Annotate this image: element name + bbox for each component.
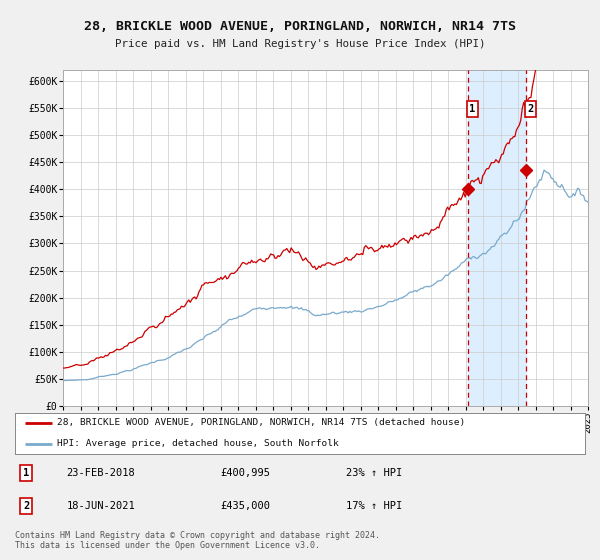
Text: 17% ↑ HPI: 17% ↑ HPI <box>346 501 402 511</box>
Text: £435,000: £435,000 <box>220 501 270 511</box>
Text: 28, BRICKLE WOOD AVENUE, PORINGLAND, NORWICH, NR14 7TS: 28, BRICKLE WOOD AVENUE, PORINGLAND, NOR… <box>84 20 516 32</box>
Text: HPI: Average price, detached house, South Norfolk: HPI: Average price, detached house, Sout… <box>56 440 338 449</box>
Text: 1: 1 <box>23 468 29 478</box>
Text: 1: 1 <box>469 104 475 114</box>
Bar <box>468 70 526 406</box>
Text: 2: 2 <box>527 104 533 114</box>
Text: 23-FEB-2018: 23-FEB-2018 <box>66 468 135 478</box>
Text: Price paid vs. HM Land Registry's House Price Index (HPI): Price paid vs. HM Land Registry's House … <box>115 39 485 49</box>
Text: 23% ↑ HPI: 23% ↑ HPI <box>346 468 402 478</box>
Text: 2: 2 <box>23 501 29 511</box>
Text: 28, BRICKLE WOOD AVENUE, PORINGLAND, NORWICH, NR14 7TS (detached house): 28, BRICKLE WOOD AVENUE, PORINGLAND, NOR… <box>56 418 465 427</box>
Text: Contains HM Land Registry data © Crown copyright and database right 2024.
This d: Contains HM Land Registry data © Crown c… <box>15 531 380 550</box>
Text: £400,995: £400,995 <box>220 468 270 478</box>
Text: 18-JUN-2021: 18-JUN-2021 <box>66 501 135 511</box>
